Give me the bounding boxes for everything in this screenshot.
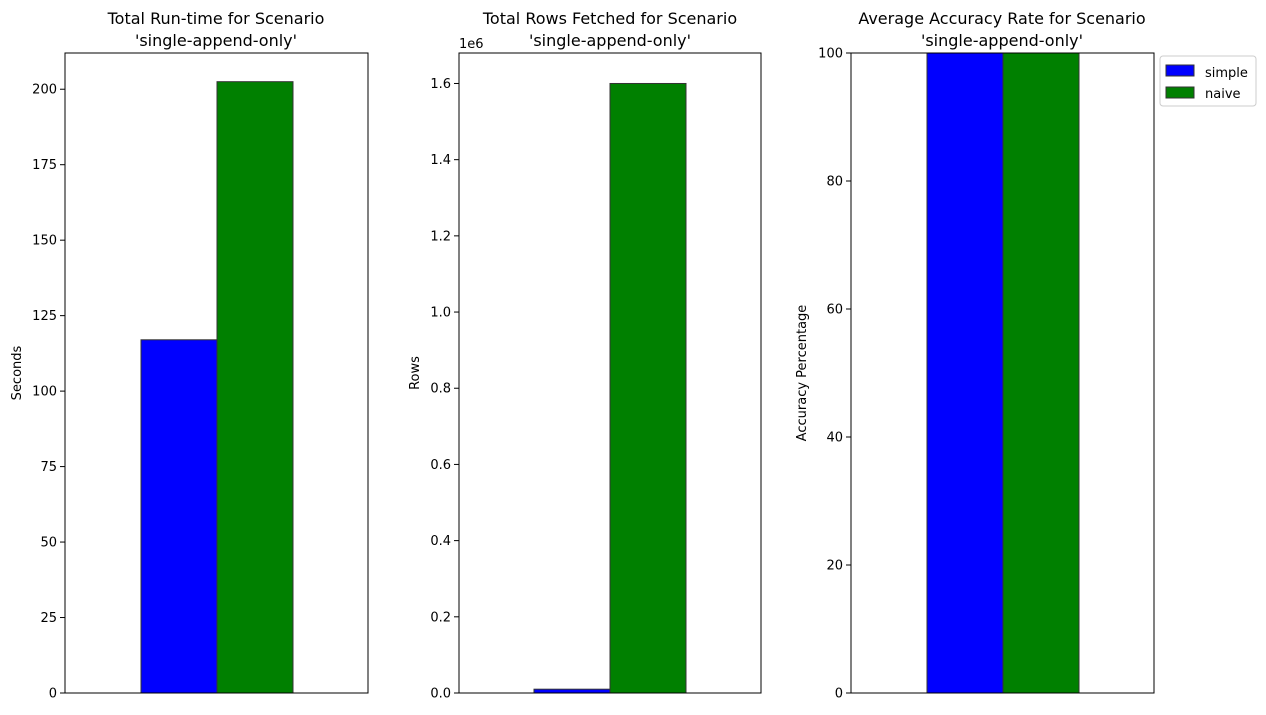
runtime-panel: Total Run-time for Scenario 'single-appe… (10, 9, 369, 702)
rows-title-line2: 'single-append-only' (529, 31, 691, 50)
runtime-bars (140, 81, 294, 694)
runtime-ytick-label-8: 200 (32, 83, 57, 98)
rows-ylabel: Rows (408, 356, 423, 390)
rows-ytick-label-8: 1.6 (430, 77, 451, 92)
accuracy-ytick-label-4: 80 (826, 175, 843, 190)
legend-swatch-naive (1165, 86, 1195, 99)
accuracy-ytick-label-5: 100 (818, 47, 843, 62)
rows-ytick-label-4: 0.8 (430, 382, 451, 397)
rows-ytick-label-3: 0.6 (430, 458, 451, 473)
rows-title-line1: Total Rows Fetched for Scenario (482, 9, 737, 28)
accuracy-bar-naive (1002, 52, 1080, 694)
runtime-y-ticks: 0 25 50 75 100 125 150 175 200 (32, 83, 65, 702)
runtime-bar-naive (216, 81, 294, 694)
rows-axes-frame (458, 52, 762, 694)
runtime-ytick-label-4: 100 (32, 385, 57, 400)
accuracy-y-ticks: 0 20 40 60 80 100 (818, 47, 851, 702)
runtime-ytick-label-1: 25 (40, 611, 57, 626)
rows-ytick-label-6: 1.2 (430, 229, 451, 244)
runtime-title-line2: 'single-append-only' (135, 31, 297, 50)
accuracy-title-line2: 'single-append-only' (921, 31, 1083, 50)
rows-y-ticks: 0.0 0.2 0.4 0.6 0.8 1.0 1.2 1.4 1.6 (430, 77, 459, 702)
runtime-ytick-label-7: 175 (32, 158, 57, 173)
runtime-ylabel: Seconds (10, 345, 25, 400)
accuracy-axes-frame (850, 52, 1155, 694)
runtime-ytick-label-6: 150 (32, 234, 57, 249)
rows-panel: Total Rows Fetched for Scenario 'single-… (408, 9, 762, 702)
rows-ytick-label-0: 0.0 (430, 687, 451, 702)
legend-swatch-simple (1165, 64, 1195, 77)
rows-ytick-label-2: 0.4 (430, 534, 451, 549)
accuracy-ytick-label-0: 0 (835, 687, 843, 702)
rows-ytick-label-5: 1.0 (430, 306, 451, 321)
accuracy-ytick-label-3: 60 (826, 303, 843, 318)
accuracy-title-line1: Average Accuracy Rate for Scenario (858, 9, 1145, 28)
runtime-ytick-label-5: 125 (32, 309, 57, 324)
accuracy-bar-simple (926, 52, 1004, 694)
legend-label-naive: naive (1205, 87, 1241, 102)
runtime-title-line1: Total Run-time for Scenario (107, 9, 325, 28)
accuracy-bars (926, 52, 1080, 694)
runtime-axes-frame (64, 52, 369, 694)
runtime-ytick-label-2: 50 (40, 536, 57, 551)
rows-bars (533, 82, 687, 694)
rows-ytick-label-1: 0.2 (430, 610, 451, 625)
rows-ytick-label-7: 1.4 (430, 153, 451, 168)
accuracy-ytick-label-1: 20 (826, 559, 843, 574)
accuracy-ytick-label-2: 40 (826, 431, 843, 446)
runtime-bar-simple (140, 339, 218, 694)
rows-bar-simple (533, 688, 611, 694)
accuracy-ylabel: Accuracy Percentage (795, 305, 810, 442)
legend-label-simple: simple (1205, 66, 1248, 81)
rows-bar-naive (609, 82, 687, 694)
runtime-ytick-label-0: 0 (49, 687, 57, 702)
rows-offset-label: 1e6 (459, 37, 484, 52)
legend: simple naive (1159, 55, 1257, 107)
accuracy-panel: Average Accuracy Rate for Scenario 'sing… (795, 9, 1257, 702)
runtime-ytick-label-3: 75 (40, 460, 57, 475)
